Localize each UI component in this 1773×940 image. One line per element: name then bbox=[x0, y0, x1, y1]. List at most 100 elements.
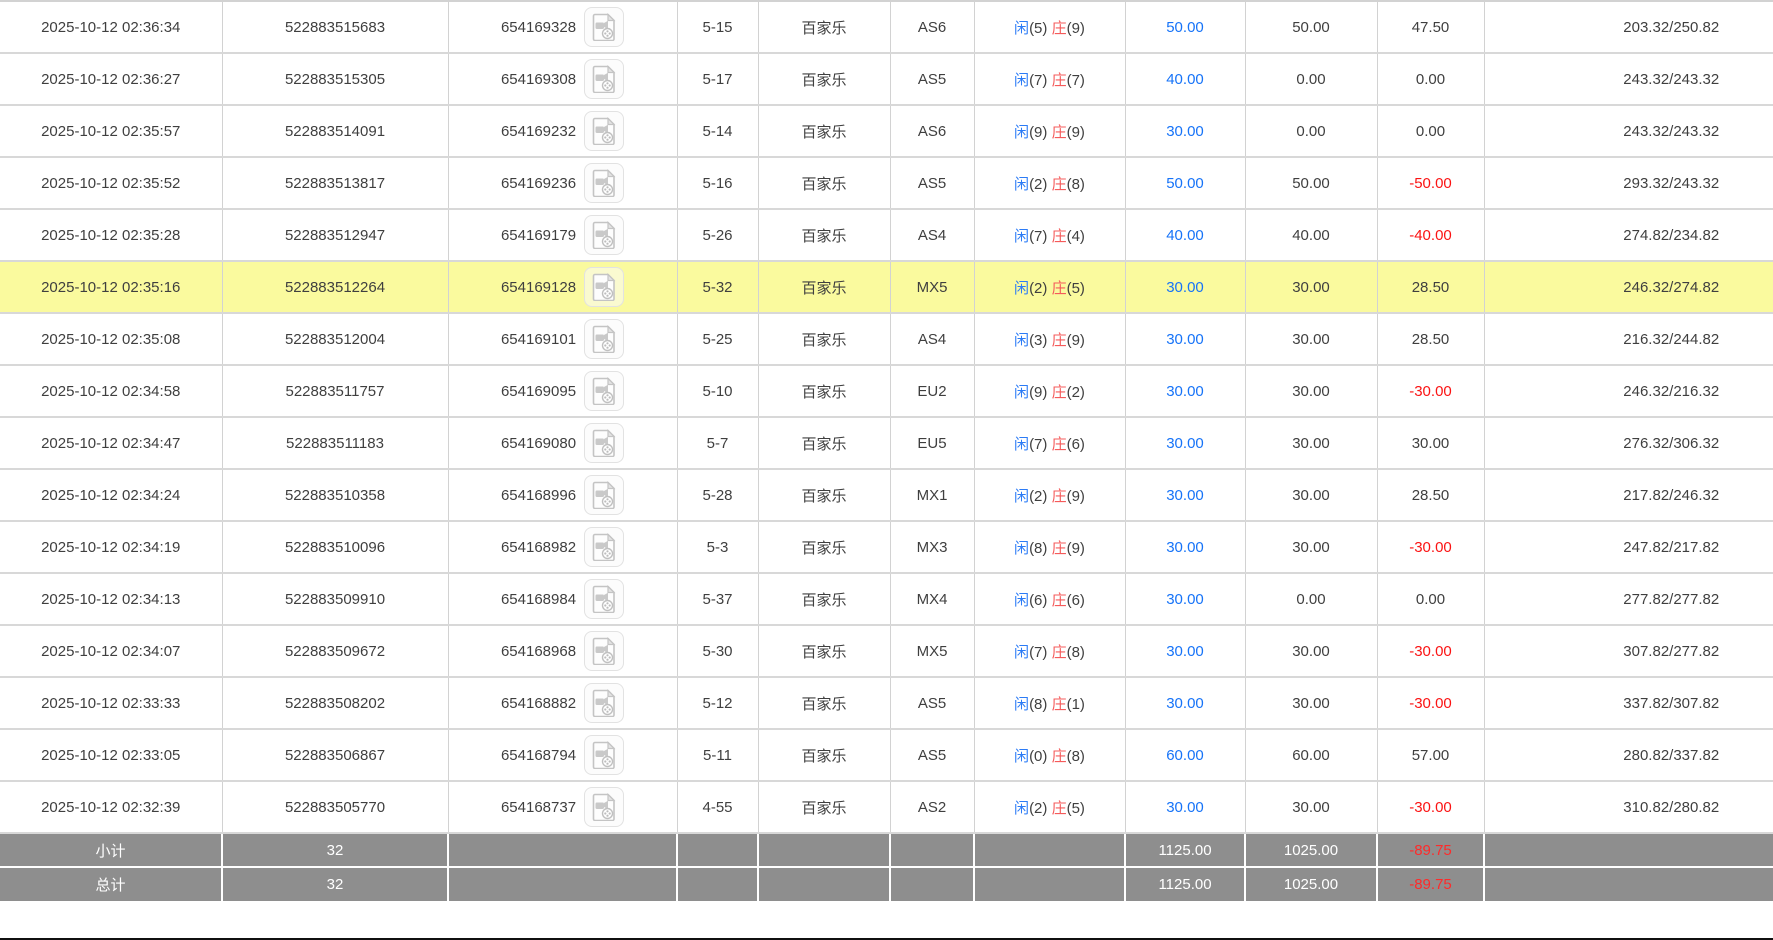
banker-points: (2) bbox=[1066, 383, 1085, 401]
balance-cell: 243.32/243.32 bbox=[1484, 105, 1773, 158]
bet-amount-link[interactable]: 30.00 bbox=[1166, 434, 1204, 452]
summary-empty-cell bbox=[677, 867, 759, 901]
game-type-cell: 百家乐 bbox=[758, 469, 891, 522]
video-replay-button[interactable] bbox=[584, 111, 625, 151]
table-number-cell: 5-11 bbox=[677, 729, 759, 782]
bet-amount-link[interactable]: 30.00 bbox=[1166, 330, 1204, 348]
video-replay-button[interactable] bbox=[584, 371, 625, 411]
game-id-cell: 654168984 bbox=[448, 573, 678, 626]
bet-id-cell: 522883509672 bbox=[222, 625, 449, 678]
video-replay-button[interactable] bbox=[584, 475, 625, 515]
table-number-cell: 5-14 bbox=[677, 105, 759, 158]
video-replay-button[interactable] bbox=[584, 631, 625, 671]
summary-bet-total-cell: 1125.00 bbox=[1125, 867, 1246, 901]
bet-amount-link[interactable]: 40.00 bbox=[1166, 70, 1204, 88]
table-number-cell: 5-10 bbox=[677, 365, 759, 418]
video-replay-button[interactable] bbox=[584, 215, 625, 255]
bet-id-cell: 522883505770 bbox=[222, 781, 449, 834]
bet-amount-link[interactable]: 30.00 bbox=[1166, 538, 1204, 556]
table-number-cell: 5-26 bbox=[677, 209, 759, 262]
video-replay-button[interactable] bbox=[584, 163, 625, 203]
bet-amount-link[interactable]: 30.00 bbox=[1166, 486, 1204, 504]
banker-label: 庄 bbox=[1051, 71, 1067, 89]
banker-points: (6) bbox=[1066, 435, 1085, 453]
bet-id-cell: 522883511757 bbox=[222, 365, 449, 418]
summary-row: 小计 32 1125.00 1025.00 -89.75 bbox=[0, 833, 1773, 868]
bet-time-cell: 2025-10-12 02:36:27 bbox=[0, 53, 223, 106]
balance-cell: 276.32/306.32 bbox=[1484, 417, 1773, 470]
video-replay-button[interactable] bbox=[584, 787, 625, 827]
game-id-cell: 654168882 bbox=[448, 677, 678, 730]
game-id-text: 654168968 bbox=[500, 642, 577, 660]
bet-amount-link[interactable]: 60.00 bbox=[1166, 746, 1204, 764]
player-points: (9) bbox=[1029, 123, 1048, 141]
game-type-cell: 百家乐 bbox=[758, 53, 891, 106]
bet-amount-cell: 30.00 bbox=[1125, 261, 1246, 314]
winloss-cell: -30.00 bbox=[1377, 781, 1485, 834]
banker-label: 庄 bbox=[1051, 747, 1067, 765]
bet-records-table: 2025-10-12 02:36:34 522883515683 6541693… bbox=[0, 0, 1773, 901]
player-points: (3) bbox=[1029, 331, 1048, 349]
bet-amount-cell: 60.00 bbox=[1125, 729, 1246, 782]
video-replay-button[interactable] bbox=[584, 59, 625, 99]
game-result-cell: 闲(7) 庄(6) bbox=[974, 417, 1126, 470]
player-points: (8) bbox=[1029, 695, 1048, 713]
bet-id-cell: 522883512004 bbox=[222, 313, 449, 366]
summary-row: 总计 32 1125.00 1025.00 -89.75 bbox=[0, 867, 1773, 901]
room-code-cell: AS6 bbox=[890, 105, 975, 158]
game-type-cell: 百家乐 bbox=[758, 677, 891, 730]
video-file-icon bbox=[592, 637, 616, 665]
game-result-cell: 闲(9) 庄(9) bbox=[974, 105, 1126, 158]
video-replay-button[interactable] bbox=[584, 735, 625, 775]
player-points: (7) bbox=[1029, 227, 1048, 245]
bet-amount-cell: 30.00 bbox=[1125, 521, 1246, 574]
summary-count-cell: 32 bbox=[222, 867, 449, 901]
video-replay-button[interactable] bbox=[584, 579, 625, 619]
banker-label: 庄 bbox=[1051, 799, 1067, 817]
valid-amount-cell: 30.00 bbox=[1245, 261, 1378, 314]
bet-amount-link[interactable]: 30.00 bbox=[1166, 642, 1204, 660]
player-points: (6) bbox=[1029, 591, 1048, 609]
video-replay-button[interactable] bbox=[584, 683, 625, 723]
bet-amount-link[interactable]: 30.00 bbox=[1166, 798, 1204, 816]
video-file-icon bbox=[592, 169, 616, 197]
banker-points: (9) bbox=[1066, 123, 1085, 141]
player-points: (8) bbox=[1029, 539, 1048, 557]
bet-time-cell: 2025-10-12 02:35:57 bbox=[0, 105, 223, 158]
summary-winloss-cell: -89.75 bbox=[1377, 867, 1485, 901]
bet-amount-link[interactable]: 50.00 bbox=[1166, 174, 1204, 192]
bet-amount-link[interactable]: 30.00 bbox=[1166, 590, 1204, 608]
bet-amount-link[interactable]: 30.00 bbox=[1166, 122, 1204, 140]
bet-amount-link[interactable]: 30.00 bbox=[1166, 382, 1204, 400]
balance-cell: 217.82/246.32 bbox=[1484, 469, 1773, 522]
video-file-icon bbox=[592, 377, 616, 405]
player-label: 闲 bbox=[1014, 71, 1030, 89]
game-id-text: 654169328 bbox=[500, 18, 577, 36]
bet-amount-link[interactable]: 40.00 bbox=[1166, 226, 1204, 244]
bet-id-cell: 522883513817 bbox=[222, 157, 449, 210]
video-replay-button[interactable] bbox=[584, 267, 625, 307]
bet-amount-cell: 30.00 bbox=[1125, 781, 1246, 834]
game-result-cell: 闲(2) 庄(9) bbox=[974, 469, 1126, 522]
game-id-text: 654169232 bbox=[500, 122, 577, 140]
game-type-cell: 百家乐 bbox=[758, 313, 891, 366]
game-type-cell: 百家乐 bbox=[758, 365, 891, 418]
bet-amount-link[interactable]: 30.00 bbox=[1166, 694, 1204, 712]
banker-label: 庄 bbox=[1051, 539, 1067, 557]
bet-amount-link[interactable]: 50.00 bbox=[1166, 18, 1204, 36]
bet-time-cell: 2025-10-12 02:34:58 bbox=[0, 365, 223, 418]
video-replay-button[interactable] bbox=[584, 7, 625, 47]
video-replay-button[interactable] bbox=[584, 527, 625, 567]
game-type-cell: 百家乐 bbox=[758, 625, 891, 678]
balance-cell: 307.82/277.82 bbox=[1484, 625, 1773, 678]
winloss-cell: 28.50 bbox=[1377, 469, 1485, 522]
bet-time-cell: 2025-10-12 02:35:16 bbox=[0, 261, 223, 314]
table-number-cell: 5-3 bbox=[677, 521, 759, 574]
video-replay-button[interactable] bbox=[584, 319, 625, 359]
bet-id-cell: 522883510096 bbox=[222, 521, 449, 574]
bet-amount-link[interactable]: 30.00 bbox=[1166, 278, 1204, 296]
valid-amount-cell: 0.00 bbox=[1245, 573, 1378, 626]
player-label: 闲 bbox=[1014, 539, 1030, 557]
summary-empty-cell bbox=[1484, 867, 1773, 901]
video-replay-button[interactable] bbox=[584, 423, 625, 463]
